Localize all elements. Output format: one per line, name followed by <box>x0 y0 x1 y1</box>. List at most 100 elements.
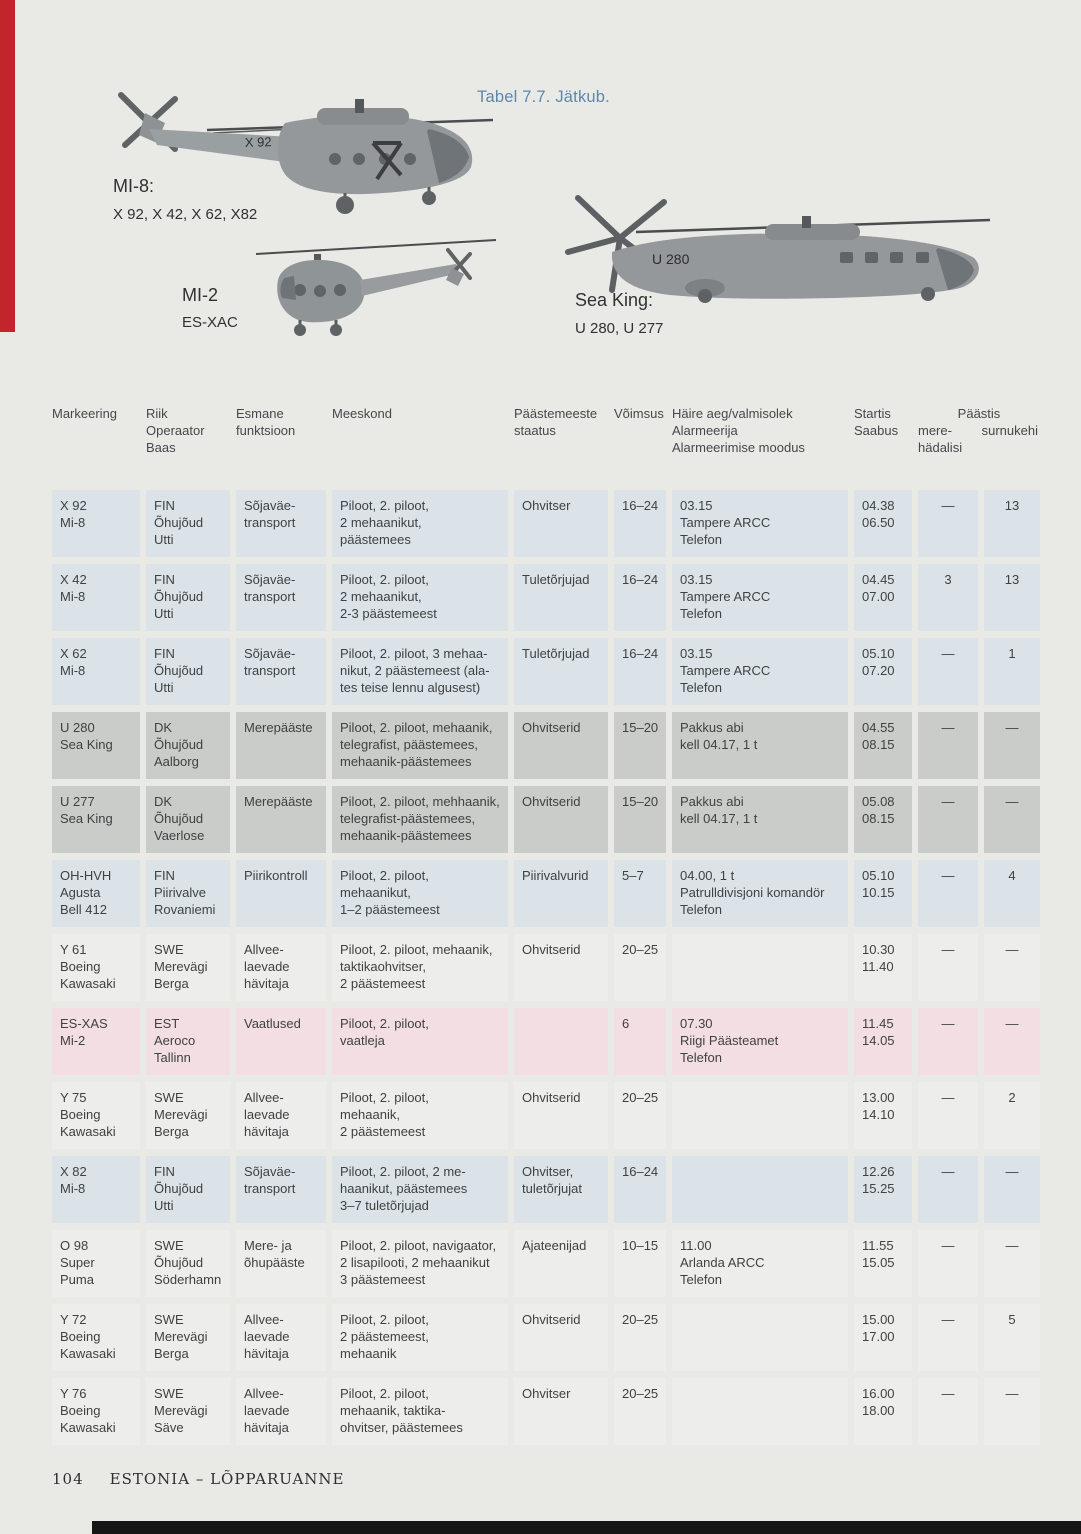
cell-start-arrive-times: 10.30 11.40 <box>854 934 912 1001</box>
sea-king-label: Sea King: <box>575 290 654 310</box>
cell-crew: Piloot, 2. piloot, mehhaanik, telegrafis… <box>332 786 508 853</box>
cell-start-arrive-times: 16.00 18.00 <box>854 1378 912 1445</box>
cell-capacity: 16–24 <box>614 490 666 557</box>
cell-rescued-survivors: — <box>918 1156 978 1223</box>
cell-country-operator-base: SWE Merevägi Säve <box>146 1378 230 1445</box>
cell-crew: Piloot, 2. piloot, mehaanik, telegrafist… <box>332 712 508 779</box>
cell-marking: X 62 Mi-8 <box>52 638 140 705</box>
mi2-codes: ES-XAC <box>182 314 238 331</box>
table-row: X 62 Mi-8 FIN Õhujõud Utti Sõjaväe- tran… <box>52 638 1040 705</box>
sea-king-codes: U 280, U 277 <box>575 320 664 337</box>
cell-marking: Y 61 Boeing Kawasaki <box>52 934 140 1001</box>
cell-alert-time: Pakkus abi kell 04.17, 1 t <box>672 712 848 779</box>
page-number: 104 <box>52 1470 84 1488</box>
cell-start-arrive-times: 04.55 08.15 <box>854 712 912 779</box>
mi8-helicopter-illustration: X 92 <box>95 75 495 220</box>
cell-rescuers-status: Ohvitser <box>514 490 608 557</box>
cell-marking: O 98 Super Puma <box>52 1230 140 1297</box>
header-primary-function: Esmane funktsioon <box>236 406 296 439</box>
table-row: OH-HVH Agusta Bell 412 FIN Piirivalve Ro… <box>52 860 1040 927</box>
cell-capacity: 20–25 <box>614 1378 666 1445</box>
cell-rescuers-status: Ajateenijad <box>514 1230 608 1297</box>
cell-alert-time <box>672 1082 848 1149</box>
mi2-label: MI-2 <box>182 285 218 305</box>
cell-marking: ES-XAS Mi-2 <box>52 1008 140 1075</box>
cell-country-operator-base: SWE Merevägi Berga <box>146 1304 230 1371</box>
cell-rescuers-status: Piirivalvurid <box>514 860 608 927</box>
cell-capacity: 20–25 <box>614 1304 666 1371</box>
cell-rescued-survivors: — <box>918 712 978 779</box>
cell-alert-time: 11.00 Arlanda ARCC Telefon <box>672 1230 848 1297</box>
header-country-operator-base: Riik Operaator Baas <box>146 406 205 456</box>
cell-marking: Y 75 Boeing Kawasaki <box>52 1082 140 1149</box>
mi8-helicopter-icon: X 92 <box>118 92 494 214</box>
table-row: Y 72 Boeing Kawasaki SWE Merevägi Berga … <box>52 1304 1040 1371</box>
cell-capacity: 16–24 <box>614 564 666 631</box>
cell-alert-time <box>672 1156 848 1223</box>
cell-country-operator-base: SWE Merevägi Berga <box>146 934 230 1001</box>
cell-rescued-survivors: — <box>918 934 978 1001</box>
left-edge-red-bar <box>0 0 15 332</box>
cell-rescued-survivors: — <box>918 1082 978 1149</box>
cell-rescuers-status: Ohvitserid <box>514 1304 608 1371</box>
header-rescuers-status: Päästemeeste staatus <box>514 406 598 439</box>
cell-rescued-bodies: 1 <box>984 638 1040 705</box>
cell-rescued-bodies: 5 <box>984 1304 1040 1371</box>
sea-king-marking-text: U 280 <box>652 251 690 267</box>
cell-capacity: 16–24 <box>614 1156 666 1223</box>
cell-rescuers-status <box>514 1008 608 1075</box>
cell-primary-function: Merepääste <box>236 786 326 853</box>
cell-rescued-survivors: — <box>918 638 978 705</box>
cell-start-arrive-times: 13.00 14.10 <box>854 1082 912 1149</box>
cell-primary-function: Allvee- laevade hävitaja <box>236 1082 326 1149</box>
cell-crew: Piloot, 2. piloot, 2 mehaanikut, 2-3 pää… <box>332 564 508 631</box>
cell-rescued-survivors: — <box>918 786 978 853</box>
cell-crew: Piloot, 2. piloot, 2 mehaanikut, päästem… <box>332 490 508 557</box>
cell-rescued-survivors: — <box>918 490 978 557</box>
cell-rescued-bodies: — <box>984 1378 1040 1445</box>
cell-marking: X 42 Mi-8 <box>52 564 140 631</box>
header-start-arrive-times: Startis Saabus <box>854 406 899 439</box>
table-row: X 42 Mi-8 FIN Õhujõud Utti Sõjaväe- tran… <box>52 564 1040 631</box>
cell-capacity: 20–25 <box>614 1082 666 1149</box>
cell-marking: X 82 Mi-8 <box>52 1156 140 1223</box>
cell-rescued-bodies: 13 <box>984 564 1040 631</box>
table-row: O 98 Super Puma SWE Õhujõud Söderhamn Me… <box>52 1230 1040 1297</box>
cell-alert-time: 04.00, 1 t Patrulldivisjoni komandör Tel… <box>672 860 848 927</box>
cell-primary-function: Sõjaväe- transport <box>236 1156 326 1223</box>
cell-country-operator-base: FIN Õhujõud Utti <box>146 1156 230 1223</box>
cell-capacity: 15–20 <box>614 712 666 779</box>
sea-king-helicopter-icon: U 280 <box>565 195 991 303</box>
cell-capacity: 6 <box>614 1008 666 1075</box>
cell-rescuers-status: Tuletõrjujad <box>514 638 608 705</box>
mi8-codes: X 92, X 42, X 62, X82 <box>113 206 258 223</box>
cell-crew: Piloot, 2. piloot, 2 päästemeest, mehaan… <box>332 1304 508 1371</box>
cell-rescued-bodies: 13 <box>984 490 1040 557</box>
cell-marking: Y 72 Boeing Kawasaki <box>52 1304 140 1371</box>
cell-marking: U 277 Sea King <box>52 786 140 853</box>
table-row: X 82 Mi-8 FIN Õhujõud Utti Sõjaväe- tran… <box>52 1156 1040 1223</box>
cell-alert-time: 03.15 Tampere ARCC Telefon <box>672 638 848 705</box>
table-header-row: Markeering Riik Operaator Baas Esmane fu… <box>52 400 1040 478</box>
cell-rescuers-status: Ohvitserid <box>514 1082 608 1149</box>
cell-rescued-survivors: — <box>918 1008 978 1075</box>
header-rescued: Päästis <box>957 406 1001 421</box>
cell-start-arrive-times: 04.38 06.50 <box>854 490 912 557</box>
cell-rescued-bodies: — <box>984 1008 1040 1075</box>
cell-rescuers-status: Ohvitser, tuletõrjujat <box>514 1156 608 1223</box>
cell-start-arrive-times: 11.55 15.05 <box>854 1230 912 1297</box>
cell-country-operator-base: FIN Õhujõud Utti <box>146 638 230 705</box>
table-row: X 92 Mi-8 FIN Õhujõud Utti Sõjaväe- tran… <box>52 490 1040 557</box>
cell-capacity: 5–7 <box>614 860 666 927</box>
cell-rescuers-status: Ohvitserid <box>514 786 608 853</box>
cell-crew: Piloot, 2. piloot, mehaanikut, 1–2 pääst… <box>332 860 508 927</box>
cell-alert-time: 07.30 Riigi Päästeamet Telefon <box>672 1008 848 1075</box>
mi8-label: MI-8: <box>113 176 155 196</box>
header-rescued-bodies: surnukehi <box>981 423 1038 439</box>
cell-country-operator-base: FIN Õhujõud Utti <box>146 490 230 557</box>
cell-crew: Piloot, 2. piloot, 2 me- haanikut, pääst… <box>332 1156 508 1223</box>
cell-crew: Piloot, 2. piloot, vaatleja <box>332 1008 508 1075</box>
cell-primary-function: Allvee- laevade hävitaja <box>236 1304 326 1371</box>
cell-rescued-bodies: — <box>984 934 1040 1001</box>
cell-rescuers-status: Ohvitserid <box>514 712 608 779</box>
